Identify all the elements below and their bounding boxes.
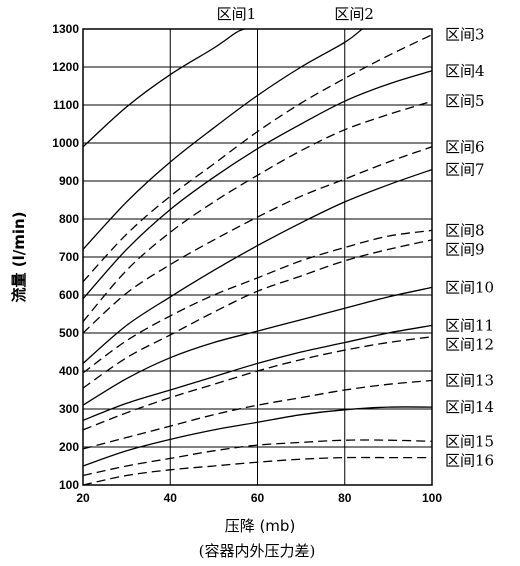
y-tick-label: 500 bbox=[59, 326, 79, 340]
y-tick-label: 1200 bbox=[52, 60, 79, 74]
y-tick-label: 900 bbox=[59, 174, 79, 188]
series-line-8 bbox=[82, 229, 433, 374]
plot-frame bbox=[82, 28, 433, 486]
series-line-13 bbox=[82, 379, 433, 450]
x-tick-label: 60 bbox=[251, 491, 265, 505]
y-tick-label: 100 bbox=[59, 478, 79, 492]
y-tick-label: 700 bbox=[59, 250, 79, 264]
series-line-9 bbox=[82, 239, 433, 389]
series-label-7: 区间7 bbox=[445, 161, 485, 179]
x-axis-sublabel: (容器内外压力差) bbox=[199, 542, 316, 560]
series-line-1 bbox=[82, 28, 245, 148]
series-label-11: 区间11 bbox=[445, 316, 494, 334]
series-line-11 bbox=[82, 324, 433, 422]
series-line-5 bbox=[82, 100, 433, 323]
series-line-2 bbox=[82, 28, 363, 250]
series-line-10 bbox=[82, 286, 433, 406]
series-label-14: 区间14 bbox=[445, 398, 494, 416]
y-tick-label: 400 bbox=[59, 364, 79, 378]
series-label-12: 区间12 bbox=[445, 335, 494, 353]
series-line-16 bbox=[82, 456, 432, 486]
y-tick-labels: 100 200 300 400 500 600 700 800 900 1000 1100 1200 1… bbox=[52, 22, 79, 492]
series-label-13: 区间13 bbox=[445, 372, 494, 390]
y-tick-label: 800 bbox=[59, 212, 79, 226]
series-label-4: 区间4 bbox=[445, 62, 485, 80]
series-label-9: 区间9 bbox=[445, 240, 485, 258]
y-tick-label: 200 bbox=[59, 440, 79, 454]
x-tick-label: 20 bbox=[76, 491, 90, 505]
series-line-14 bbox=[82, 406, 433, 467]
series-label-2: 区间2 bbox=[334, 5, 374, 23]
series-label-1: 区间1 bbox=[217, 5, 257, 23]
series-label-16: 区间16 bbox=[445, 451, 494, 469]
series-label-8: 区间8 bbox=[445, 221, 485, 239]
x-tick-label: 80 bbox=[338, 491, 352, 505]
series-line-15 bbox=[82, 439, 433, 477]
y-tick-label: 300 bbox=[59, 402, 79, 416]
y-tick-label: 600 bbox=[59, 288, 79, 302]
y-axis-label: 流量 (l/min) bbox=[10, 211, 28, 302]
series-line-12 bbox=[82, 336, 433, 431]
series-line-3 bbox=[82, 34, 433, 283]
series-line-7 bbox=[82, 168, 433, 364]
series-line-6 bbox=[82, 146, 433, 334]
x-tick-label: 100 bbox=[422, 491, 442, 505]
y-tick-label: 1300 bbox=[52, 22, 79, 36]
series-label-3: 区间3 bbox=[445, 26, 485, 44]
series-label-5: 区间5 bbox=[445, 92, 485, 110]
x-tick-label: 40 bbox=[164, 491, 178, 505]
y-tick-label: 1000 bbox=[52, 136, 79, 150]
series-line-4 bbox=[82, 70, 433, 300]
x-tick-labels: 20 40 60 80 100 bbox=[76, 491, 442, 505]
x-axis-label: 压降 (mb) bbox=[225, 517, 296, 535]
grid bbox=[82, 28, 433, 486]
series-label-15: 区间15 bbox=[445, 432, 494, 450]
y-tick-label: 1100 bbox=[53, 98, 79, 112]
series-lines bbox=[82, 28, 433, 486]
series-label-6: 区间6 bbox=[445, 138, 485, 156]
series-label-10: 区间10 bbox=[445, 278, 494, 296]
